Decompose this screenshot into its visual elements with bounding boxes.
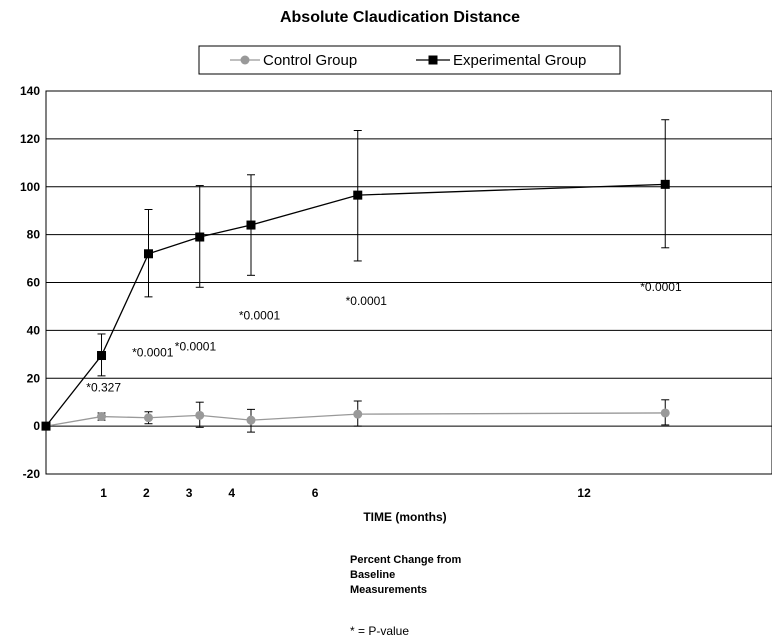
pvalue-annotation: *0.0001 [346,294,388,308]
y-tick-label: 20 [27,371,41,385]
data-point-circle [660,408,670,418]
legend-marker-square [428,55,438,65]
note-line-1: Percent Change from [350,554,461,566]
x-axis-label: TIME (months) [363,510,446,524]
y-tick-label: 100 [20,180,40,194]
data-point-square [41,421,51,431]
note-line-2: Baseline [350,569,395,581]
y-tick-label: 0 [33,419,40,433]
data-point-square [143,249,153,259]
legend-item: Experimental Group [416,52,586,69]
pvalue-annotation: *0.0001 [640,280,682,294]
y-tick-label: 140 [20,84,40,98]
note-line-3: Measurements [350,584,427,596]
series-control [41,399,670,433]
y-tick-label: 40 [27,323,41,337]
legend: Control Group Experimental Group [198,45,621,75]
y-tick-label: 80 [27,228,41,242]
notes-block: Percent Change from Baseline Measurement… [350,554,461,638]
pvalue-annotation: *0.0001 [175,340,217,354]
pvalue-annotation: *0.0001 [239,309,281,323]
series-experimental [41,119,670,431]
data-point-circle [143,413,153,423]
pvalue-note: * = P-value [350,624,409,638]
plot-frame [45,90,772,475]
y-tick-label: -20 [23,467,41,481]
data-point-circle [246,415,256,425]
chart-title: Absolute Claudication Distance [280,9,520,26]
x-tick-label: 2 [143,486,150,500]
legend-label: Control Group [263,52,357,69]
legend-marker-circle [240,55,250,65]
pvalue-annotation: *0.327 [86,380,121,394]
y-tick-label: 120 [20,132,40,146]
data-point-square [246,220,256,230]
data-point-square [353,190,363,200]
data-point-square [97,351,107,361]
legend-item: Control Group [230,52,357,69]
data-point-square [195,232,205,242]
data-point-circle [97,412,107,422]
legend-label: Experimental Group [453,52,586,69]
x-tick-label: 1 [100,486,107,500]
x-tick-label: 6 [312,486,319,500]
x-tick-label: 12 [577,486,591,500]
legend-box [198,45,621,75]
y-tick-label: 60 [27,276,41,290]
x-tick-label: 4 [228,486,235,500]
pvalue-annotation: *0.0001 [132,346,174,360]
data-point-circle [195,410,205,420]
x-tick-label: 3 [186,486,193,500]
data-point-circle [353,409,363,419]
data-point-square [660,179,670,189]
